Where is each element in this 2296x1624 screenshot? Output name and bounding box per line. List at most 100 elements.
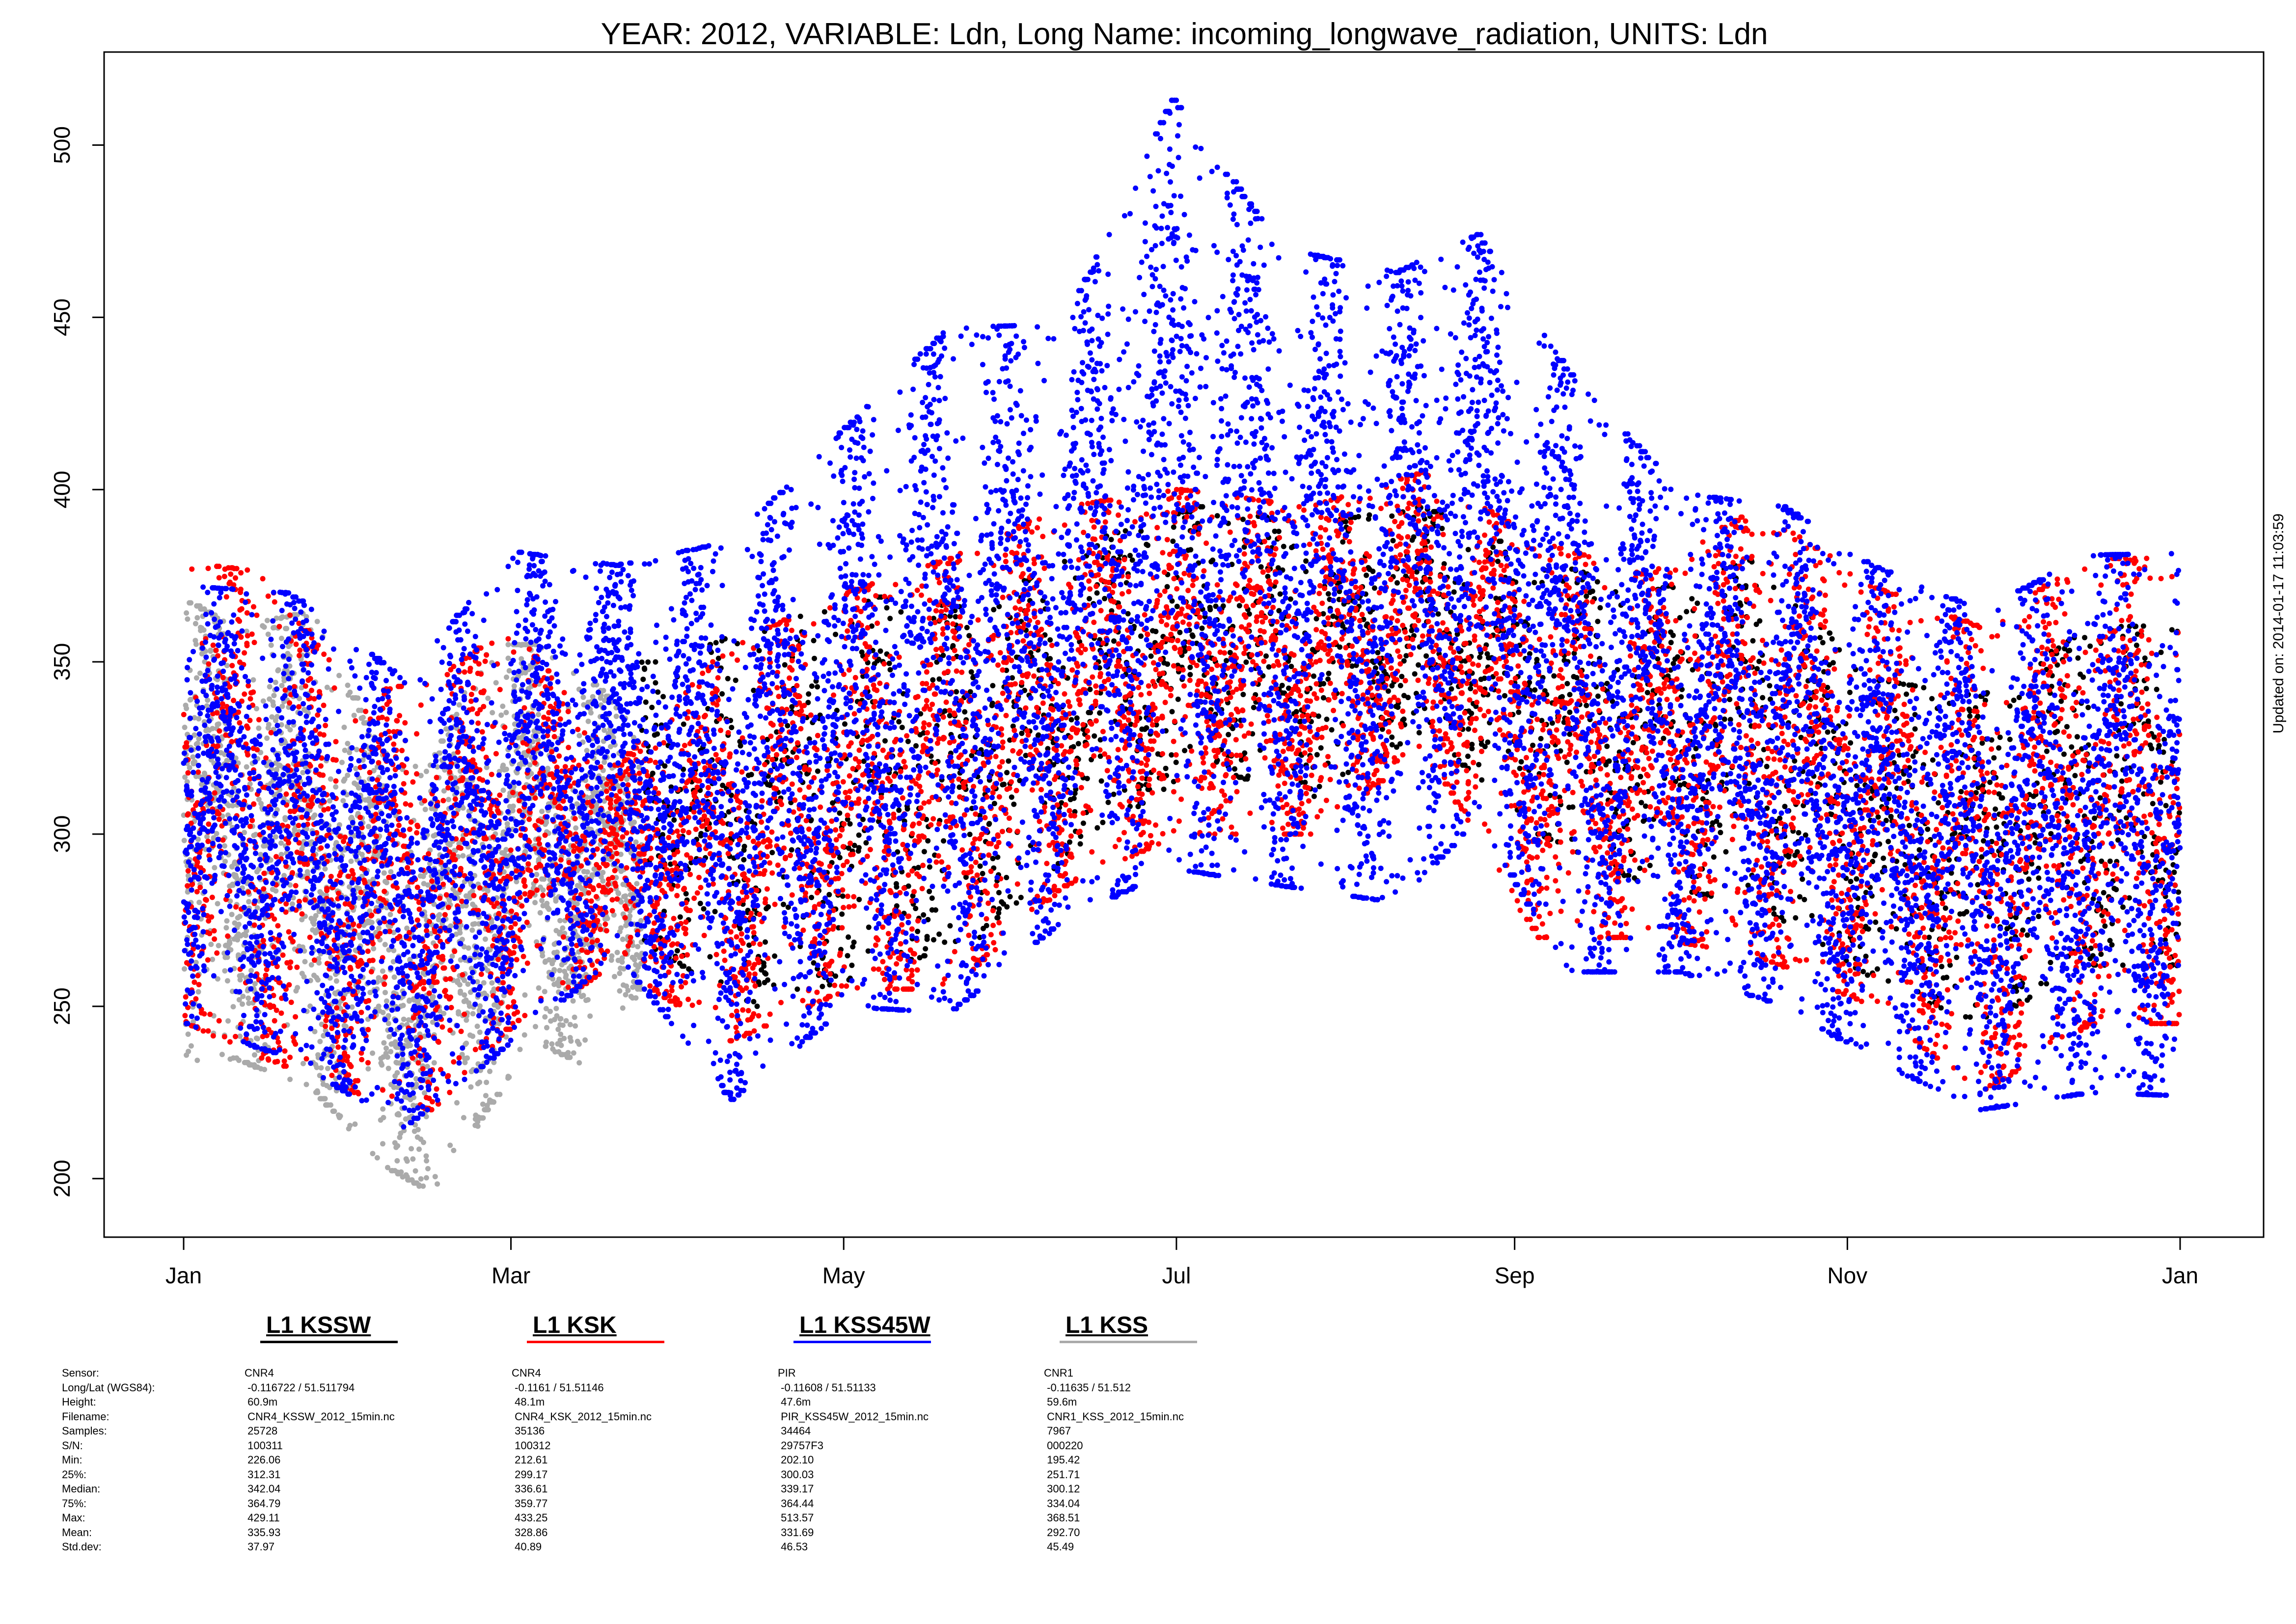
data-point: [2044, 748, 2050, 754]
data-point: [270, 887, 275, 893]
data-point: [192, 621, 198, 626]
data-point: [1077, 841, 1083, 847]
data-point: [1266, 664, 1272, 670]
data-point: [1958, 789, 1964, 794]
data-point: [565, 1050, 571, 1056]
data-point: [633, 995, 639, 1001]
data-point: [1236, 603, 1242, 609]
data-point: [1000, 782, 1006, 787]
data-point: [584, 748, 590, 754]
data-point: [1098, 778, 1104, 784]
data-point: [580, 993, 586, 999]
data-point: [503, 709, 509, 715]
data-point: [884, 605, 890, 611]
data-point: [253, 1035, 259, 1041]
data-point: [2026, 876, 2032, 882]
data-point: [431, 1060, 437, 1066]
data-point: [252, 1052, 257, 1058]
data-point: [751, 999, 757, 1004]
data-point: [1872, 851, 1878, 857]
data-point: [410, 1103, 416, 1109]
data-point: [1711, 854, 1717, 860]
data-point: [339, 759, 345, 765]
data-point: [1597, 605, 1603, 611]
data-point: [1182, 748, 1188, 754]
data-point: [269, 714, 275, 720]
data-point: [2080, 674, 2086, 680]
data-point: [416, 1146, 422, 1152]
data-point: [394, 1070, 400, 1076]
data-point: [1281, 543, 1286, 549]
data-point: [921, 849, 927, 855]
data-point: [623, 893, 629, 899]
data-point: [2082, 635, 2088, 641]
data-point: [409, 1146, 414, 1152]
data-point: [660, 694, 666, 700]
data-point: [1293, 709, 1299, 715]
data-point: [856, 896, 862, 902]
data-point: [1892, 707, 1898, 713]
data-point: [215, 722, 220, 728]
data-point: [2027, 994, 2033, 1000]
data-point: [566, 1055, 572, 1060]
data-point: [1993, 806, 1998, 812]
data-point: [1315, 713, 1321, 719]
data-point: [1245, 773, 1251, 779]
data-point: [930, 677, 936, 683]
data-point: [374, 1155, 380, 1161]
data-point: [634, 881, 640, 887]
data-point: [362, 720, 368, 726]
data-point: [517, 1047, 523, 1053]
data-point: [347, 1123, 353, 1129]
data-point: [1102, 595, 1108, 601]
data-point: [352, 1121, 358, 1127]
data-point: [2158, 779, 2163, 785]
data-point: [1999, 795, 2005, 801]
data-point: [2072, 773, 2078, 779]
data-point: [1318, 745, 1324, 751]
data-point: [212, 865, 218, 870]
data-point: [887, 667, 893, 673]
data-point: [261, 843, 267, 849]
data-point: [1449, 686, 1454, 692]
data-point: [279, 683, 285, 688]
data-point: [576, 732, 582, 738]
data-point: [222, 968, 228, 974]
data-point: [1370, 568, 1376, 574]
data-point: [733, 677, 738, 683]
data-point: [432, 1174, 438, 1180]
data-point: [215, 976, 220, 982]
data-point: [191, 715, 197, 721]
data-point: [1567, 692, 1573, 698]
data-point: [462, 1059, 468, 1065]
data-point: [619, 959, 625, 965]
data-point: [2069, 744, 2075, 750]
data-point: [1279, 682, 1285, 688]
data-point: [1105, 799, 1111, 805]
data-point: [1127, 553, 1133, 559]
data-point: [1324, 716, 1330, 722]
data-point: [224, 663, 230, 669]
data-point: [356, 785, 361, 791]
data-point: [219, 1052, 225, 1057]
data-point: [1007, 894, 1013, 899]
data-point: [701, 906, 707, 912]
data-point: [549, 1041, 555, 1047]
data-point: [395, 1143, 401, 1149]
data-point: [866, 924, 872, 930]
data-point: [1485, 739, 1491, 745]
data-point: [1767, 683, 1773, 689]
data-point: [1639, 800, 1644, 806]
data-point: [215, 901, 220, 907]
data-point: [214, 831, 219, 837]
data-point: [333, 978, 339, 984]
data-point: [324, 684, 330, 690]
data-point: [1873, 920, 1879, 925]
data-point: [340, 798, 346, 804]
data-point: [797, 614, 803, 619]
data-point: [652, 732, 657, 738]
data-point: [394, 1060, 400, 1066]
data-point: [557, 918, 563, 923]
data-point: [366, 824, 371, 830]
data-point: [2097, 795, 2103, 801]
